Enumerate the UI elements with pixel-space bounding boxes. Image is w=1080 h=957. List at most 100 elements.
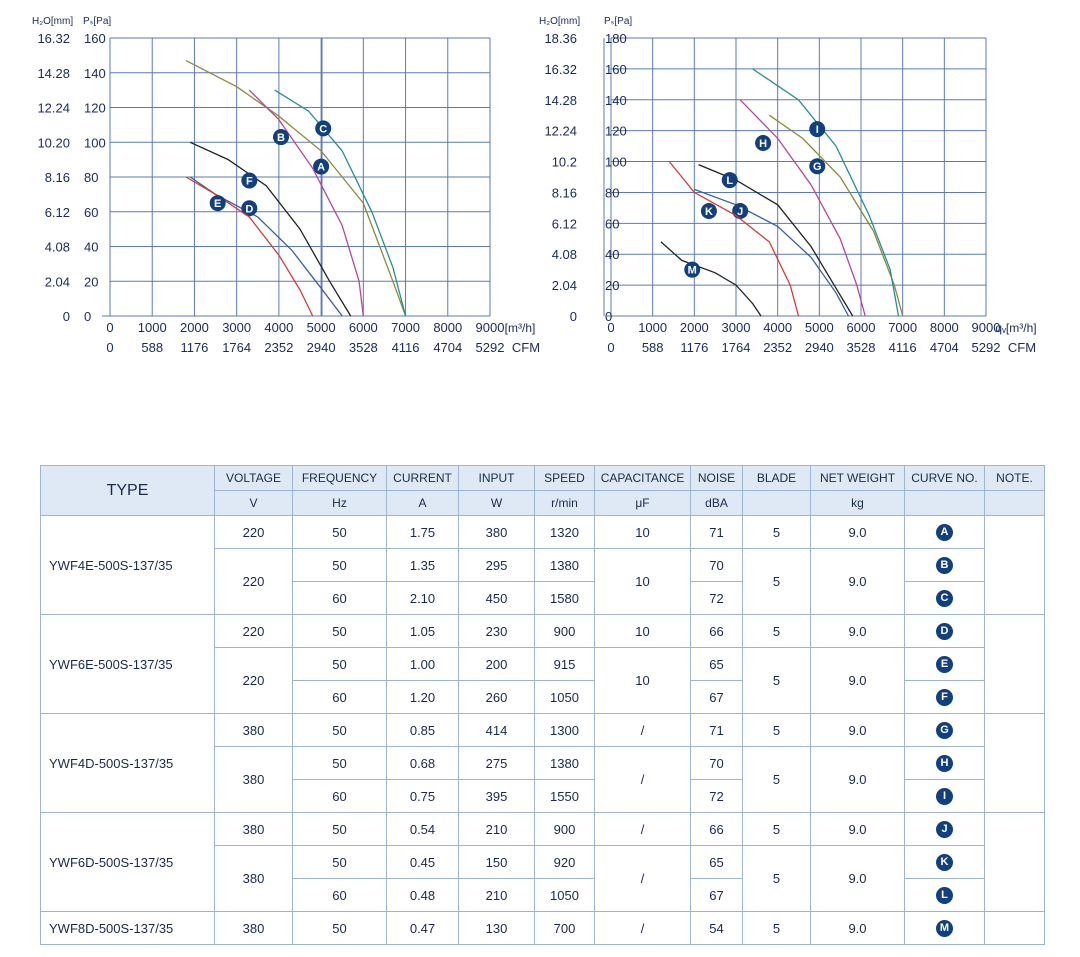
- current-cell: 0.85: [386, 713, 459, 747]
- curve-cell: K: [904, 845, 985, 879]
- type-cell: YWF4D-500S-137/35: [40, 713, 215, 813]
- header-input-unit: W: [458, 490, 535, 516]
- current-cell: 1.35: [386, 548, 459, 582]
- x-tick-label: 2000: [180, 320, 209, 335]
- x-tick-label: 7000: [391, 320, 420, 335]
- header-curve: CURVE NO.: [904, 465, 985, 491]
- cfm-tick-label: 1176: [180, 340, 208, 355]
- header-frequency-unit: Hz: [292, 490, 387, 516]
- y-tick-label-pa: 20: [605, 278, 619, 293]
- curve-badge-h: H: [936, 755, 953, 772]
- voltage-cell: 220: [214, 548, 293, 615]
- note-cell: [984, 713, 1045, 813]
- cfm-tick-label: 1764: [722, 340, 751, 355]
- y-tick-label-pa: 140: [84, 66, 106, 81]
- input-cell: 450: [458, 581, 535, 615]
- noise-cell: 66: [690, 812, 743, 846]
- y-tick-label-pa: 100: [605, 155, 627, 170]
- curve-badge-j: J: [936, 821, 953, 838]
- speed-cell: 1380: [534, 548, 595, 582]
- curve-badge-label: L: [726, 175, 733, 187]
- x-tick-label: 8000: [433, 320, 462, 335]
- speed-cell: 1320: [534, 515, 595, 549]
- noise-cell: 66: [690, 614, 743, 648]
- frequency-cell: 60: [292, 680, 387, 714]
- x-tick-label: 1000: [138, 320, 167, 335]
- curve-badge-b: B: [936, 557, 953, 574]
- table-row: YWF4D-500S-137/35 380 50 0.85 414 1300/71 5 9.0…: [40, 713, 1045, 813]
- capacitance-cell: /: [594, 713, 691, 747]
- series-line-c: [274, 89, 407, 317]
- voltage-cell: 380: [214, 911, 293, 945]
- curve-cell: E: [904, 647, 985, 681]
- weight-cell: 9.0: [810, 713, 905, 747]
- y-tick-label-mm: 10.2: [552, 155, 577, 170]
- curve-badge-a: A: [936, 524, 953, 541]
- y-tick-label-mm: 6.12: [45, 205, 70, 220]
- series-line-i: [752, 68, 900, 317]
- noise-cell: 65: [690, 647, 743, 681]
- frequency-cell: 50: [292, 845, 387, 879]
- curve-badge-c: C: [936, 590, 953, 607]
- table-row: 220 50 1.35 295 1380 10 70 5 9.0 B: [41, 548, 1045, 615]
- noise-cell: 71: [690, 515, 743, 549]
- blade-cell: 5: [742, 647, 811, 714]
- cfm-tick-label: 2352: [264, 340, 293, 355]
- header-noise: NOISE: [690, 465, 743, 491]
- curve-cell: F: [904, 680, 985, 714]
- cfm-tick-label: 3528: [847, 340, 876, 355]
- input-cell: 210: [458, 812, 535, 846]
- input-cell: 260: [458, 680, 535, 714]
- header-voltage-unit: V: [214, 490, 293, 516]
- frequency-cell: 60: [292, 878, 387, 912]
- x-tick-label: 6000: [847, 320, 876, 335]
- curve-badge-c: [315, 120, 332, 137]
- series-line-g: [768, 114, 904, 317]
- curve-badge-label: C: [319, 123, 327, 135]
- speed-cell: 900: [534, 812, 595, 846]
- curve-cell: C: [904, 581, 985, 615]
- header-input: INPUT: [458, 465, 535, 491]
- current-cell: 1.05: [386, 614, 459, 648]
- curve-badge-k: [700, 202, 717, 219]
- speed-cell: 1050: [534, 680, 595, 714]
- cfm-axis-label: CFM: [1008, 340, 1036, 355]
- y-tick-label-pa: 160: [605, 62, 627, 77]
- y-tick-label-pa: 80: [605, 185, 619, 200]
- x-tick-label: 9000: [476, 320, 505, 335]
- capacitance-cell: /: [594, 911, 691, 945]
- voltage-cell: 380: [214, 812, 293, 846]
- table-row: 60 0.48 210 1050 67 L: [41, 878, 1045, 912]
- series-line-m: [660, 241, 762, 317]
- curve-badge-label: J: [737, 206, 743, 218]
- input-cell: 295: [458, 548, 535, 582]
- cfm-tick-label: 4116: [392, 340, 420, 355]
- y-tick-label-mm: 6.12: [552, 216, 577, 231]
- table-body: YWF4E-500S-137/35 220 50 1.75 380 1320 10 71 5 9.…: [40, 515, 1045, 945]
- type-cell: YWF6D-500S-137/35: [40, 812, 215, 912]
- table-row: 60 2.10 450 1580 72 C: [41, 581, 1045, 615]
- input-cell: 395: [458, 779, 535, 813]
- y-tick-label-mm: 16.32: [37, 31, 70, 46]
- cfm-tick-label: 1176: [680, 340, 708, 355]
- cfm-tick-label: 0: [607, 340, 614, 355]
- cfm-tick-label: 1764: [222, 340, 251, 355]
- curve-badge-g: [809, 158, 826, 175]
- weight-cell: 9.0: [810, 812, 905, 846]
- curve-badge-d: [241, 200, 258, 217]
- frequency-cell: 60: [292, 581, 387, 615]
- type-cell: YWF4E-500S-137/35: [40, 515, 215, 615]
- header-weight-unit: kg: [810, 490, 905, 516]
- table-header: TYPE VOLTAGE FREQUENCY CURRENT INPUT SPEED CAP…: [40, 465, 1045, 516]
- y-tick-label-pa: 60: [605, 216, 619, 231]
- speed-cell: 915: [534, 647, 595, 681]
- x-tick-label: 8000: [930, 320, 959, 335]
- curve-cell: I: [904, 779, 985, 813]
- blade-cell: 5: [742, 713, 811, 747]
- y-tick-label-pa: 140: [605, 93, 627, 108]
- input-cell: 275: [458, 746, 535, 780]
- left-units-label: H₂O[mm]: [539, 16, 580, 27]
- blade-cell: 5: [742, 515, 811, 549]
- weight-cell: 9.0: [810, 911, 905, 945]
